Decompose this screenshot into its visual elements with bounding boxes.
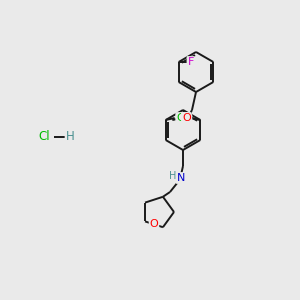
Text: F: F: [188, 57, 194, 67]
Text: O: O: [150, 219, 158, 229]
Text: N: N: [177, 173, 185, 183]
Text: O: O: [183, 115, 191, 125]
Text: O: O: [182, 113, 191, 123]
Text: H: H: [169, 171, 177, 181]
Text: H: H: [66, 130, 74, 143]
Text: Cl: Cl: [38, 130, 50, 143]
Text: Cl: Cl: [176, 113, 187, 123]
